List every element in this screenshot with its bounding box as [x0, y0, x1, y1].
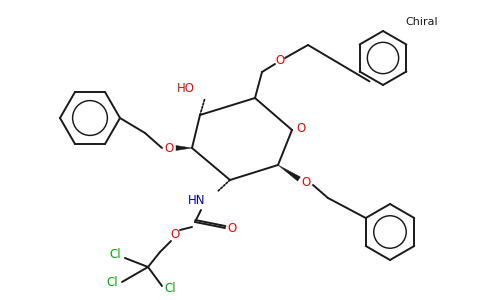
Text: O: O [296, 122, 305, 134]
Text: O: O [165, 142, 174, 154]
Text: Cl: Cl [164, 281, 176, 295]
Text: O: O [275, 53, 285, 67]
Polygon shape [176, 146, 192, 151]
Text: Cl: Cl [106, 275, 118, 289]
Text: O: O [227, 221, 237, 235]
Text: O: O [170, 229, 180, 242]
Text: O: O [302, 176, 311, 188]
Text: Cl: Cl [109, 248, 121, 262]
Text: HO: HO [177, 82, 195, 94]
Polygon shape [278, 165, 301, 181]
Text: HN: HN [187, 194, 205, 206]
Text: Chiral: Chiral [405, 17, 438, 27]
